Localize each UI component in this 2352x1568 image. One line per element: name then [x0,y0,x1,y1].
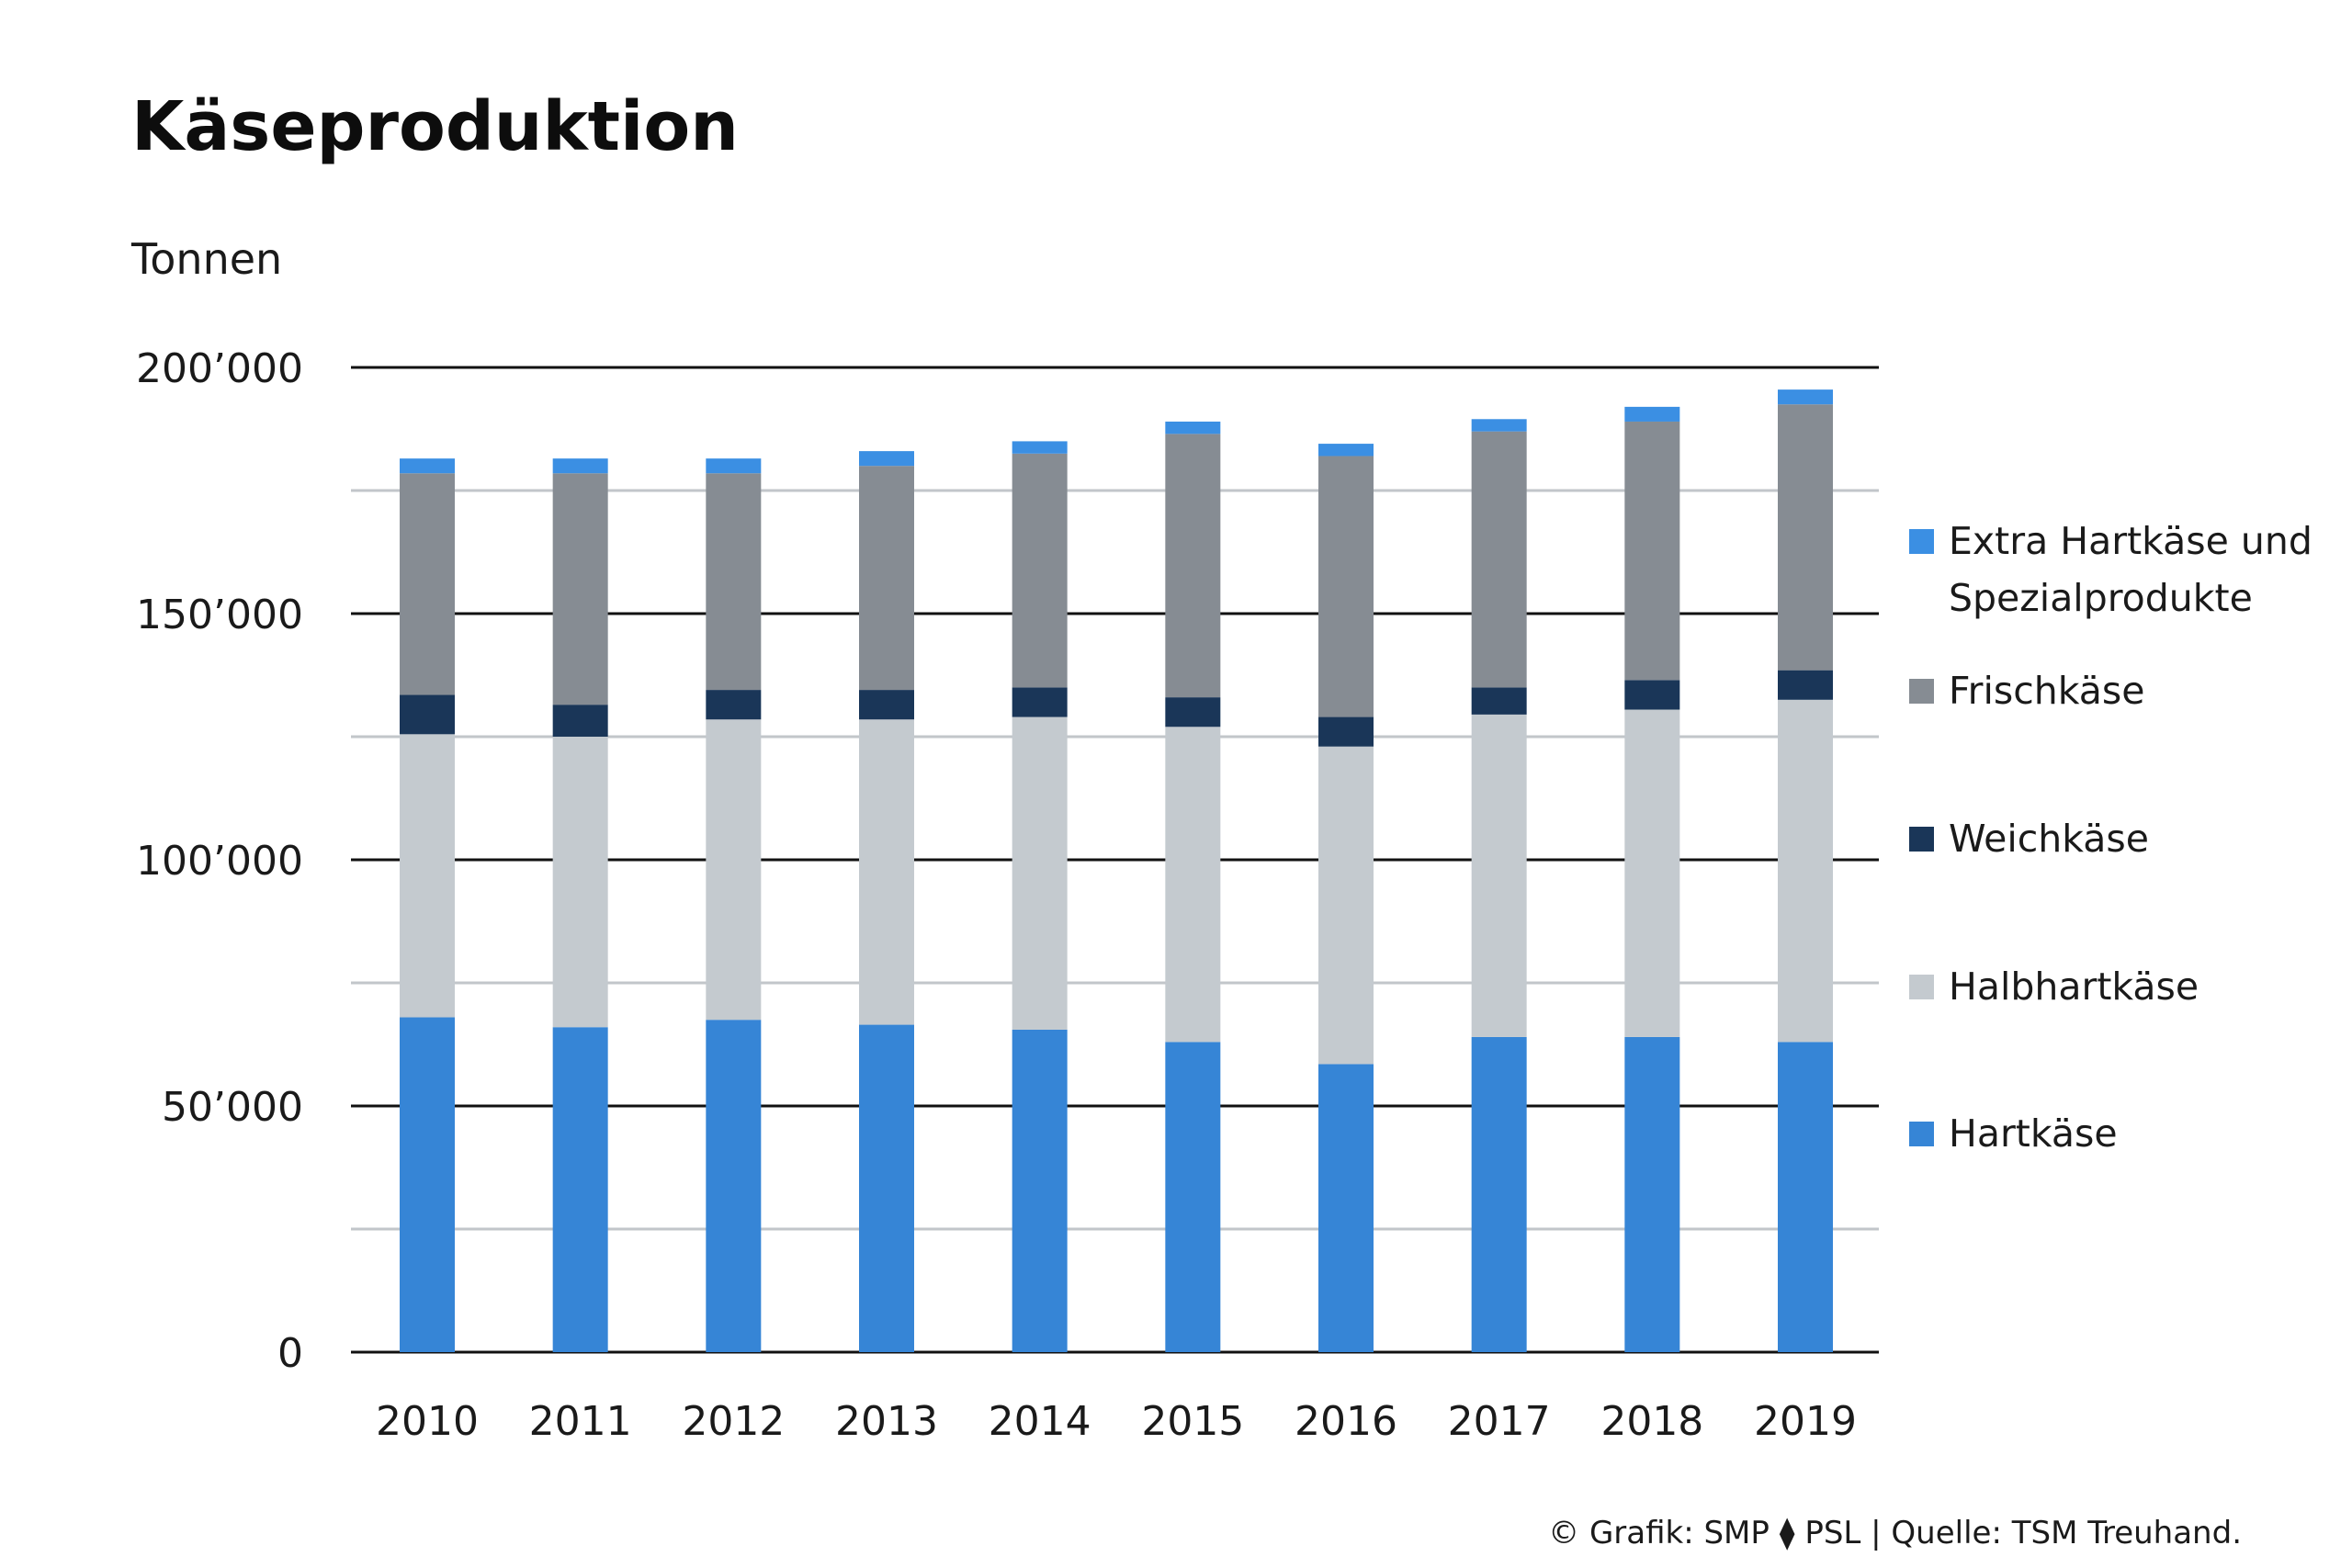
x-tick-label: 2013 [835,1398,938,1445]
bar-stack-2011 [552,458,608,1352]
bar-segment-weichkaese [859,690,914,720]
y-tick-label: 50’000 [162,1084,303,1131]
bar-segment-extra-hartkaese-und-spezialprodukte [1165,421,1221,434]
bar-segment-weichkaese [1471,687,1527,715]
y-tick-label: 150’000 [136,592,303,638]
bar-segment-halbhartkaese [1471,714,1527,1037]
bar-stack-2016 [1318,444,1374,1352]
bar-segment-halbhartkaese [859,719,914,1025]
y-axis-ticks: 0 50’000 100’000 150’000 200’000 [136,345,303,1377]
bar-segment-frischkaese [400,473,455,695]
x-tick-label: 2010 [376,1398,479,1445]
bar-segment-weichkaese [1165,697,1221,728]
x-tick-label: 2015 [1141,1398,1244,1445]
legend-label: Weichkäse [1949,817,2149,861]
bar-segment-weichkaese [1318,716,1374,747]
x-tick-label: 2014 [989,1398,1091,1445]
bar-segment-hartkaese [1012,1029,1068,1352]
bar-segment-hartkaese [552,1027,608,1352]
bar-segment-frischkaese [1471,431,1527,688]
y-tick-label: 200’000 [136,345,303,392]
bar-segment-weichkaese [1012,687,1068,717]
x-tick-label: 2018 [1600,1398,1703,1445]
bar-segment-extra-hartkaese-und-spezialprodukte [859,451,914,467]
bar-segment-hartkaese [859,1024,914,1352]
legend-label: Hartkäse [1949,1111,2118,1156]
y-tick-label: 0 [277,1330,303,1377]
chart-title: Käseproduktion [131,87,739,166]
legend-label: Frischkäse [1949,669,2144,713]
legend-swatch [1909,679,1934,704]
bar-segment-frischkaese [552,473,608,705]
legend-item: Frischkäse [1909,669,2144,713]
bar-segment-hartkaese [1318,1064,1374,1352]
bar-segment-extra-hartkaese-und-spezialprodukte [1778,389,1833,405]
bar-stack-2014 [1012,441,1068,1352]
bar-segment-weichkaese [1624,680,1680,710]
bar-stack-2018 [1624,406,1680,1352]
legend-label: Spezialprodukte [1949,576,2253,620]
bar-stacks [400,389,1833,1352]
bar-segment-halbhartkaese [1012,716,1068,1030]
x-tick-label: 2016 [1295,1398,1397,1445]
bar-segment-halbhartkaese [400,734,455,1018]
legend-swatch [1909,975,1934,999]
legend-swatch [1909,529,1934,554]
bar-segment-hartkaese [1624,1036,1680,1352]
bar-segment-halbhartkaese [552,737,608,1028]
legend-swatch [1909,1122,1934,1146]
x-tick-label: 2012 [682,1398,785,1445]
bar-segment-frischkaese [1318,456,1374,717]
bar-segment-extra-hartkaese-und-spezialprodukte [1471,419,1527,432]
bar-segment-halbhartkaese [1624,709,1680,1037]
source-note: © Grafik: SMP ⧫ PSL | Quelle: TSM Treuha… [1548,1515,2242,1551]
bar-segment-halbhartkaese [706,719,762,1021]
legend-item: Hartkäse [1909,1111,2118,1156]
y-axis-unit-label: Tonnen [130,234,282,284]
bar-segment-extra-hartkaese-und-spezialprodukte [1012,441,1068,454]
bar-stack-2013 [859,451,914,1352]
bar-segment-extra-hartkaese-und-spezialprodukte [400,458,455,474]
bar-segment-extra-hartkaese-und-spezialprodukte [1318,444,1374,457]
bar-segment-frischkaese [859,466,914,691]
y-tick-label: 100’000 [136,838,303,885]
bar-stack-2019 [1778,389,1833,1352]
bar-stack-2012 [706,458,762,1352]
bar-segment-extra-hartkaese-und-spezialprodukte [706,458,762,474]
bar-segment-extra-hartkaese-und-spezialprodukte [552,458,608,474]
legend: Extra Hartkäse und Spezialprodukte Frischk… [1909,519,2312,1156]
x-axis-ticks: 2010 2011 2012 2013 2014 2015 2016 2017 2018 2019 [376,1398,1857,1445]
bar-stack-2017 [1471,419,1527,1352]
bar-segment-halbhartkaese [1318,746,1374,1065]
bar-segment-frischkaese [1624,421,1680,681]
bar-segment-weichkaese [706,690,762,720]
legend-item: Extra Hartkäse und Spezialprodukte [1909,519,2312,620]
x-tick-label: 2017 [1448,1398,1551,1445]
bar-stack-2010 [400,458,455,1352]
bar-segment-frischkaese [1165,434,1221,698]
bar-segment-extra-hartkaese-und-spezialprodukte [1624,406,1680,422]
legend-label: Extra Hartkäse und [1949,519,2312,563]
bar-stack-2015 [1165,421,1221,1352]
bar-segment-weichkaese [552,705,608,737]
bar-segment-hartkaese [1471,1036,1527,1352]
bar-segment-weichkaese [400,694,455,735]
legend-item: Weichkäse [1909,817,2149,861]
legend-label: Halbhartkäse [1949,964,2199,1009]
bar-segment-hartkaese [1778,1042,1833,1352]
legend-item: Halbhartkäse [1909,964,2199,1009]
x-tick-label: 2011 [529,1398,632,1445]
bar-segment-frischkaese [1778,404,1833,671]
bar-segment-weichkaese [1778,670,1833,700]
bar-segment-hartkaese [400,1017,455,1352]
x-tick-label: 2019 [1754,1398,1857,1445]
bar-segment-halbhartkaese [1165,727,1221,1043]
legend-swatch [1909,827,1934,852]
bar-segment-halbhartkaese [1778,699,1833,1043]
bar-segment-frischkaese [706,473,762,691]
bar-segment-hartkaese [706,1020,762,1352]
bar-segment-frischkaese [1012,453,1068,688]
bar-segment-hartkaese [1165,1042,1221,1352]
